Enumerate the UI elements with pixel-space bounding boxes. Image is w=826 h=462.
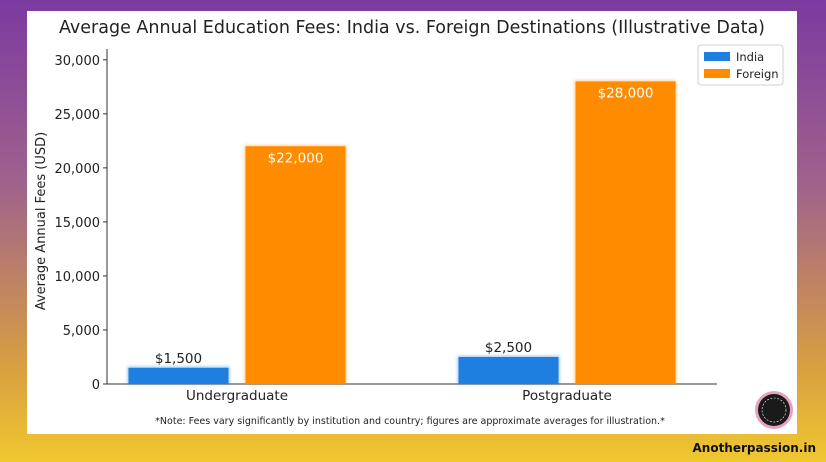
site-brand: Anotherpassion.in <box>692 441 817 455</box>
x-tick-label: Undergraduate <box>186 388 288 404</box>
chart-card: Average Annual Education Fees: India vs.… <box>27 11 797 434</box>
y-tick-label: 20,000 <box>55 162 101 177</box>
bar-chart: Average Annual Education Fees: India vs.… <box>34 18 784 427</box>
axes: 0 5,000 10,000 15,000 20,000 25,000 30,000 Unde… <box>55 49 717 404</box>
bars-group: $1,500 $22,000 $2,500 $28,000 <box>127 80 677 384</box>
x-tick-label: Postgraduate <box>522 388 612 404</box>
chart-note: *Note: Fees vary significantly by instit… <box>155 416 665 427</box>
legend: India Foreign <box>697 44 784 86</box>
legend-label-india: India <box>736 50 764 64</box>
y-tick-label: 30,000 <box>55 54 101 69</box>
y-axis-label: Average Annual Fees (USD) <box>34 132 49 310</box>
bar-value-label: $28,000 <box>598 85 654 101</box>
bar-india-undergraduate <box>128 367 229 384</box>
bar-india-postgraduate <box>458 356 559 384</box>
bar-value-label: $22,000 <box>268 150 324 166</box>
y-tick-label: 10,000 <box>55 270 101 285</box>
y-tick-label: 25,000 <box>55 108 101 123</box>
legend-swatch-india <box>704 52 730 61</box>
y-tick-label: 15,000 <box>55 216 101 231</box>
chart-title: Average Annual Education Fees: India vs.… <box>59 18 765 38</box>
y-tick-label: 5,000 <box>63 324 100 339</box>
bar-value-label: $2,500 <box>485 340 532 356</box>
legend-label-foreign: Foreign <box>736 67 779 81</box>
site-logo <box>755 391 793 429</box>
bar-value-label: $1,500 <box>155 351 202 367</box>
y-tick-label: 0 <box>92 378 100 393</box>
legend-swatch-foreign <box>704 69 730 78</box>
bar-foreign-postgraduate <box>575 81 676 384</box>
bar-foreign-undergraduate <box>245 146 346 384</box>
